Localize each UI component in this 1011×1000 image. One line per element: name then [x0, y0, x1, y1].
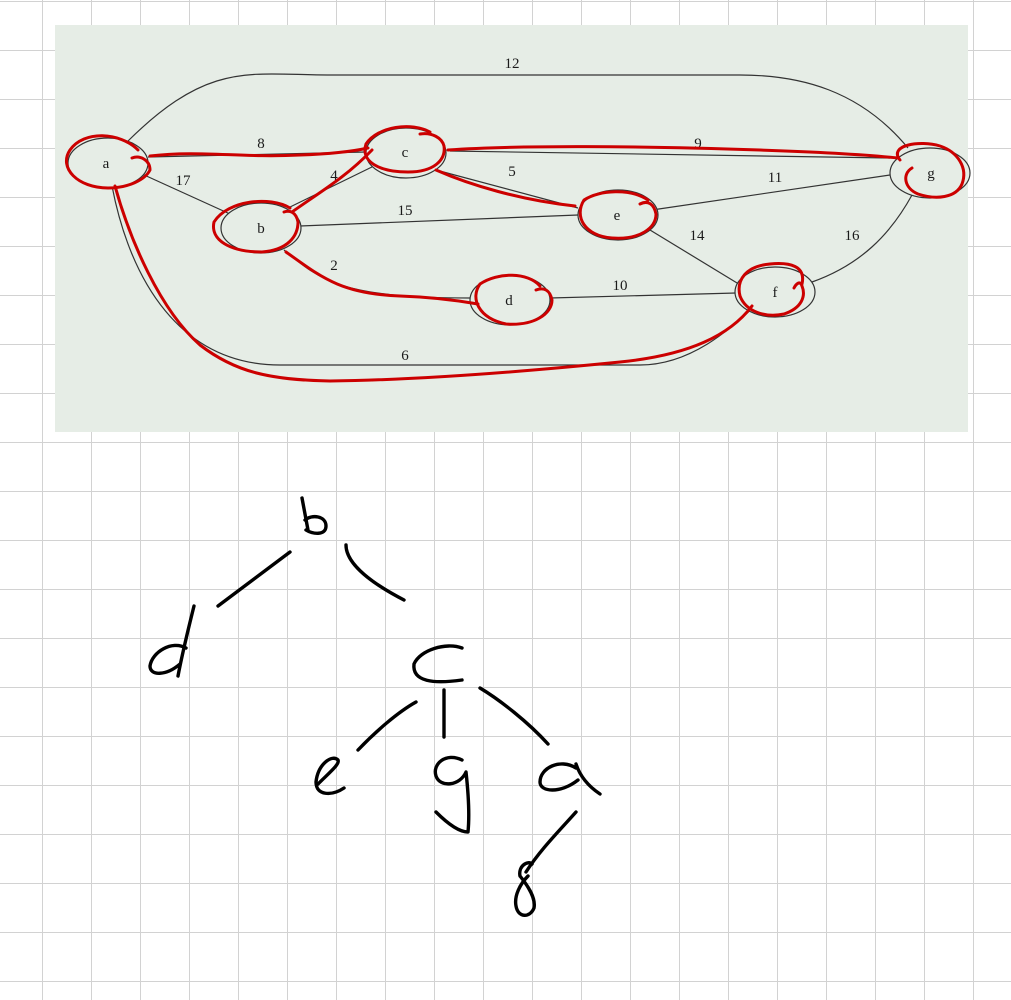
weight-e-g: 11 [768, 170, 782, 186]
graph: a b c d e f g 12 8 17 6 4 15 2 9 5 11 14… [67, 56, 971, 366]
node-label-e: e [614, 208, 621, 224]
node-e [577, 189, 659, 241]
highlight-circle-d [474, 273, 554, 326]
tree-node-f [513, 861, 536, 917]
graph-edge-labels: 12 8 17 6 4 15 2 9 5 11 14 10 16 [176, 56, 861, 364]
weight-a-c: 8 [257, 136, 265, 152]
graph-panel [55, 25, 968, 432]
weight-b-d: 2 [330, 258, 338, 274]
tree-edge-c-a [478, 686, 550, 746]
tree-node-glyphs [148, 496, 602, 917]
highlight-circle-a [65, 134, 152, 190]
weight-e-f: 14 [690, 228, 706, 244]
edge-a-b [141, 173, 231, 215]
graph-node-labels: a b c d e f g [103, 145, 936, 309]
highlight-circle-c [363, 125, 446, 174]
edge-d-f [549, 292, 737, 299]
edge-b-e [299, 214, 579, 227]
weight-f-g: 16 [845, 228, 861, 244]
handwritten-tree [148, 496, 602, 917]
tree-node-d [148, 604, 196, 678]
node-label-b: b [257, 221, 265, 237]
highlight-circle-g [896, 142, 966, 199]
edge-c-e [435, 169, 579, 209]
tree-node-e [314, 756, 346, 796]
highlight-circle-e [578, 190, 658, 240]
edge-f-g [811, 194, 913, 283]
highlight-b-d [284, 250, 480, 306]
node-label-c: c [402, 145, 409, 161]
tree-edges [216, 543, 578, 874]
weight-b-c: 4 [330, 168, 338, 184]
highlight-c-e [434, 168, 577, 208]
edge-b-c [287, 164, 377, 209]
weight-a-g: 12 [505, 56, 520, 72]
highlight-a-f [113, 184, 754, 383]
highlight-a-c [148, 146, 370, 158]
weight-c-e: 5 [508, 164, 516, 180]
tree-edge-b-d [216, 550, 292, 608]
tree-node-c [412, 644, 464, 684]
node-label-d: d [505, 293, 513, 309]
weight-b-e: 15 [398, 203, 413, 219]
node-label-g: g [927, 166, 935, 182]
weight-c-g: 9 [694, 136, 702, 152]
tree-node-g [433, 755, 471, 834]
weight-a-b: 17 [176, 173, 192, 189]
edge-a-f [111, 185, 759, 366]
tree-edge-a-f [524, 810, 578, 874]
red-annotations [65, 125, 966, 383]
highlight-circle-b [212, 199, 300, 254]
graph-nodes [67, 127, 971, 326]
edge-c-g [449, 150, 891, 159]
weight-a-f: 6 [401, 348, 409, 364]
edge-a-g [127, 73, 909, 149]
node-f [734, 266, 816, 318]
weight-d-f: 10 [613, 278, 628, 294]
tree-node-a [538, 762, 602, 796]
edge-e-f [649, 229, 743, 287]
highlight-circle-f [737, 262, 805, 317]
tree-edge-c-e [356, 700, 418, 752]
graph-edges [111, 73, 913, 366]
node-label-f: f [773, 285, 778, 301]
node-label-a: a [103, 156, 110, 172]
highlight-c-g [446, 145, 900, 160]
highlight-b-c [290, 148, 374, 214]
tree-edge-b-c [344, 543, 406, 602]
edge-e-g [651, 174, 891, 211]
tree-node-b [300, 496, 328, 535]
